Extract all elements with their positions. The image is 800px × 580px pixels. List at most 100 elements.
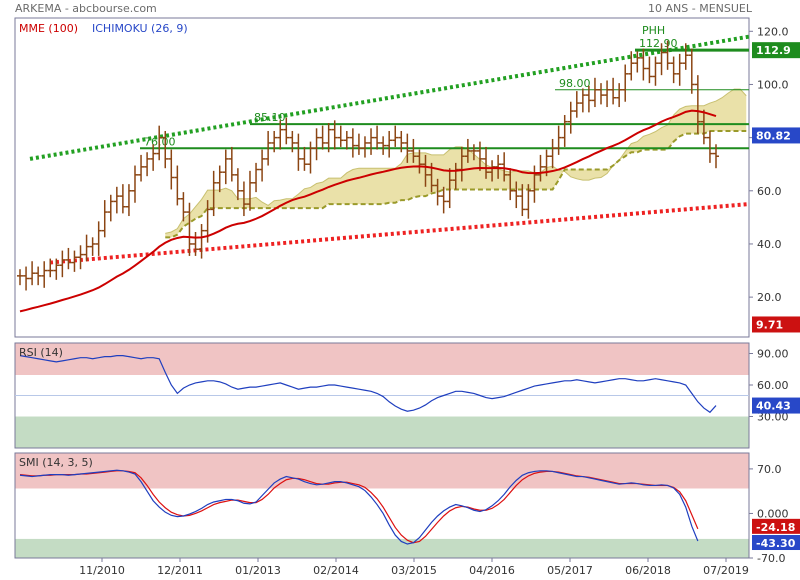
price-tick-label-0: 20.0 [757,291,782,304]
smi-badge-0 [752,518,800,534]
candle [404,133,411,163]
candle [688,48,695,94]
candle [246,170,253,211]
candle [17,269,23,286]
candle [664,40,671,70]
candle [77,245,84,270]
x-tick-label-8: 07/2019 [703,564,749,577]
candle [573,91,580,118]
candle [259,149,266,182]
candle [628,51,635,81]
candle [65,247,72,270]
candle [676,53,683,86]
candle [89,237,96,256]
price-badge-label-1: 80.82 [756,129,791,142]
candle [150,144,157,171]
candle [713,144,719,169]
smi-badge-1 [752,535,800,551]
candle [525,184,532,219]
level-label-1: 85.10 [254,111,286,124]
candle [670,56,677,84]
candle [198,224,205,259]
candle [610,77,617,105]
candle [700,109,707,145]
candle [616,83,623,108]
level-label-3: 112.90 [639,37,678,50]
legend-mme: MME (100) [19,22,78,35]
phh-annotation: PHH [642,24,665,37]
candle [483,146,490,179]
candle [368,128,375,155]
candle [216,165,223,193]
price-tick-label-1: 40.0 [757,238,782,251]
rsi-tick-label-1: 60.00 [757,379,789,392]
candle [210,170,217,217]
candle [47,258,54,278]
candle [41,261,48,288]
candle [277,120,284,150]
candle [476,141,483,171]
x-tick-label-4: 03/2015 [391,564,437,577]
candle [706,130,713,163]
candle [337,125,344,147]
rsi-line [19,355,717,414]
x-tick-label-7: 06/2018 [625,564,671,577]
candle [501,152,508,182]
candle [343,130,350,150]
price-badge-label-0: 112.9 [756,44,791,57]
smi-badge-label-0: -24.18 [756,521,795,534]
candle [265,130,272,166]
smi-tick-label-2: 70.0 [757,463,782,476]
smi-tick-label-0: -70.0 [757,552,785,565]
candle [162,130,169,169]
x-tick-label-6: 05/2017 [547,564,593,577]
candle [119,184,126,214]
candle [434,178,441,206]
rsi-tick-label-0: 30.00 [757,411,789,424]
candle [234,168,241,201]
candle [319,125,326,150]
candle [422,154,429,187]
rsi-tick-label-2: 90.00 [757,348,789,361]
candle [537,154,544,182]
price-badge-0 [752,42,800,59]
mme-line [19,109,717,313]
smi-title: SMI (14, 3, 5) [19,456,93,469]
trend-line-lower [49,202,750,265]
candle [658,43,665,76]
candle [107,194,114,222]
candle [579,88,586,113]
candle [440,186,447,214]
candle [555,125,562,155]
price-tick-label-2: 60.0 [757,185,782,198]
candle [222,149,229,185]
x-tick-label-0: 11/2010 [79,564,125,577]
period-label: 10 ANS - MENSUEL [648,2,752,15]
level-label-2: 98.00 [559,77,591,90]
candle [53,258,60,280]
smi-oversold-zone [15,538,749,558]
candle [646,56,653,84]
smi-overbought-zone [15,453,749,489]
candle [125,184,132,217]
candle [83,234,90,262]
candle [301,146,308,171]
price-tick-label-4: 100.0 [757,78,789,91]
smi-tick-label-1: 0.000 [757,507,789,520]
candle [694,75,701,134]
candle [186,202,193,256]
candle [313,128,320,161]
candle [446,168,453,209]
rsi-oversold-zone [15,416,749,448]
candle [23,266,30,291]
candle [355,133,362,155]
price-badge-1 [752,127,800,144]
candle [519,184,526,217]
candle [228,146,235,182]
candle [180,192,187,222]
rsi-badge-label: 40.43 [756,400,791,413]
legend-ichimoku: ICHIMOKU (26, 9) [92,22,188,35]
rsi-title: RSI (14) [19,346,63,359]
